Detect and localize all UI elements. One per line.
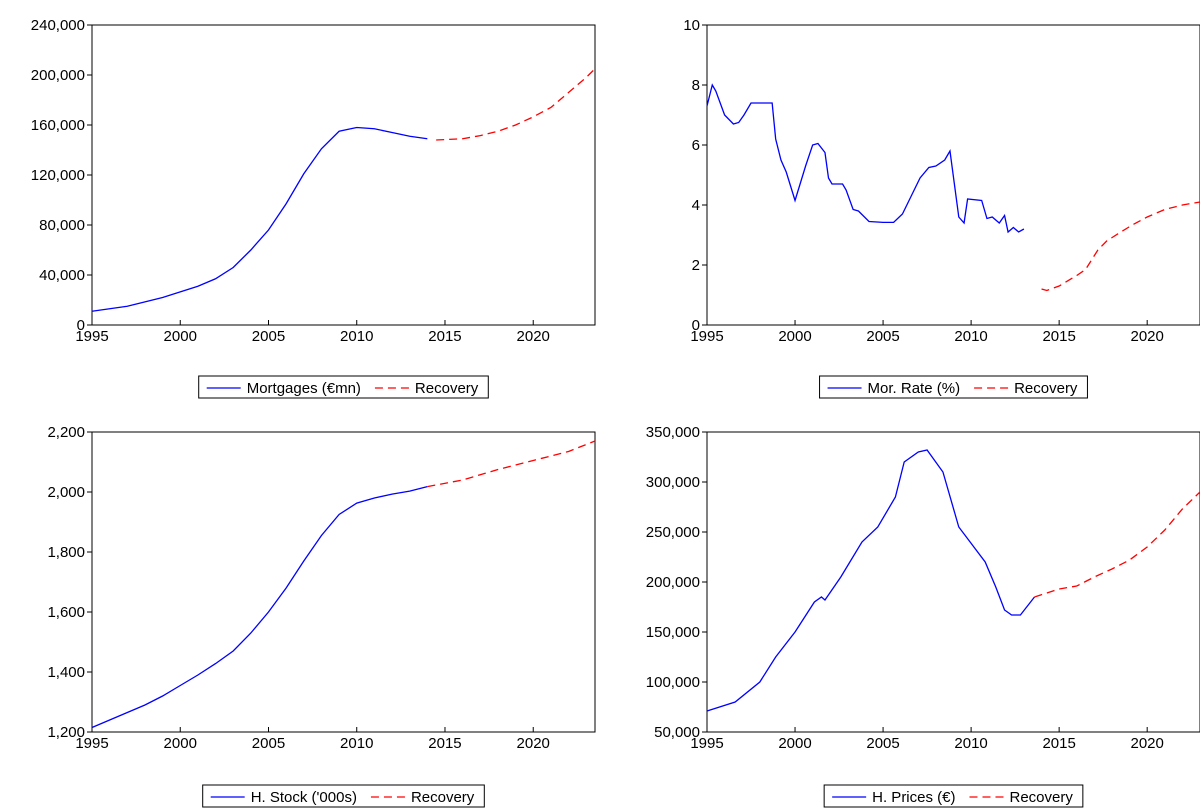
series-line [706, 449, 1036, 712]
legend-label: Recovery [1014, 380, 1078, 397]
y-tick-label: 200,000 [646, 574, 700, 591]
y-tick-label: 160,000 [31, 117, 85, 134]
y-tick-label: 250,000 [646, 524, 700, 541]
y-tick-label: 80,000 [39, 217, 85, 234]
x-tick-label: 2020 [517, 735, 550, 752]
legend-label: Recovery [411, 789, 475, 806]
y-tick-label: 1,600 [47, 604, 85, 621]
y-tick-label: 300,000 [646, 474, 700, 491]
series-line [1041, 201, 1200, 292]
legend-label: H. Stock ('000s) [251, 789, 357, 806]
y-tick-label: 150,000 [646, 624, 700, 641]
legend-label: Mor. Rate (%) [868, 380, 961, 397]
legend-label: Recovery [415, 380, 479, 397]
y-tick-label: 240,000 [31, 17, 85, 34]
x-tick-label: 1995 [75, 735, 108, 752]
y-tick-label: 6 [692, 137, 700, 154]
y-tick-label: 8 [692, 77, 700, 94]
legend-box [198, 375, 489, 399]
x-tick-label: 2005 [866, 735, 899, 752]
y-tick-label: 10 [683, 17, 700, 34]
y-tick-label: 2,000 [47, 484, 85, 501]
x-tick-label: 2015 [1042, 328, 1075, 345]
series-line [706, 83, 1025, 234]
x-tick-label: 2020 [517, 328, 550, 345]
legend-box [202, 784, 485, 808]
x-tick-label: 2000 [778, 328, 811, 345]
series-line [1034, 491, 1200, 598]
x-tick-label: 2010 [954, 328, 987, 345]
plot-frame [706, 24, 1200, 326]
x-tick-label: 2000 [778, 735, 811, 752]
y-tick-label: 2 [692, 257, 700, 274]
x-tick-label: 2020 [1130, 328, 1163, 345]
y-tick-label: 0 [77, 317, 85, 334]
x-tick-label: 2010 [340, 328, 373, 345]
x-tick-label: 2005 [866, 328, 899, 345]
legend-box [819, 375, 1088, 399]
plot-frame [91, 431, 596, 733]
series-line [436, 68, 596, 141]
legend-label: H. Prices (€) [872, 789, 955, 806]
plot-frame [91, 24, 596, 326]
x-tick-label: 1995 [75, 328, 108, 345]
y-tick-label: 0 [692, 317, 700, 334]
x-tick-label: 1995 [690, 735, 723, 752]
legend-label: Recovery [1009, 789, 1073, 806]
y-tick-label: 350,000 [646, 424, 700, 441]
y-tick-label: 50,000 [654, 724, 700, 741]
y-tick-label: 40,000 [39, 267, 85, 284]
x-tick-label: 2000 [164, 735, 197, 752]
x-tick-label: 2015 [1042, 735, 1075, 752]
y-tick-label: 2,200 [47, 424, 85, 441]
y-tick-label: 4 [692, 197, 700, 214]
y-tick-label: 1,800 [47, 544, 85, 561]
y-tick-label: 200,000 [31, 67, 85, 84]
y-tick-label: 1,400 [47, 664, 85, 681]
x-tick-label: 2005 [252, 735, 285, 752]
legend-label: Mortgages (€mn) [247, 380, 361, 397]
series-line [91, 126, 428, 312]
x-tick-label: 2005 [252, 328, 285, 345]
plot-frame [706, 431, 1200, 733]
x-tick-label: 2000 [164, 328, 197, 345]
y-tick-label: 120,000 [31, 167, 85, 184]
legend-box [823, 784, 1084, 808]
x-tick-label: 2020 [1130, 735, 1163, 752]
x-tick-label: 1995 [690, 328, 723, 345]
y-tick-label: 1,200 [47, 724, 85, 741]
x-tick-label: 2015 [428, 328, 461, 345]
x-tick-label: 2015 [428, 735, 461, 752]
x-tick-label: 2010 [340, 735, 373, 752]
y-tick-label: 100,000 [646, 674, 700, 691]
x-tick-label: 2010 [954, 735, 987, 752]
series-line [91, 485, 428, 729]
series-line [427, 440, 596, 488]
